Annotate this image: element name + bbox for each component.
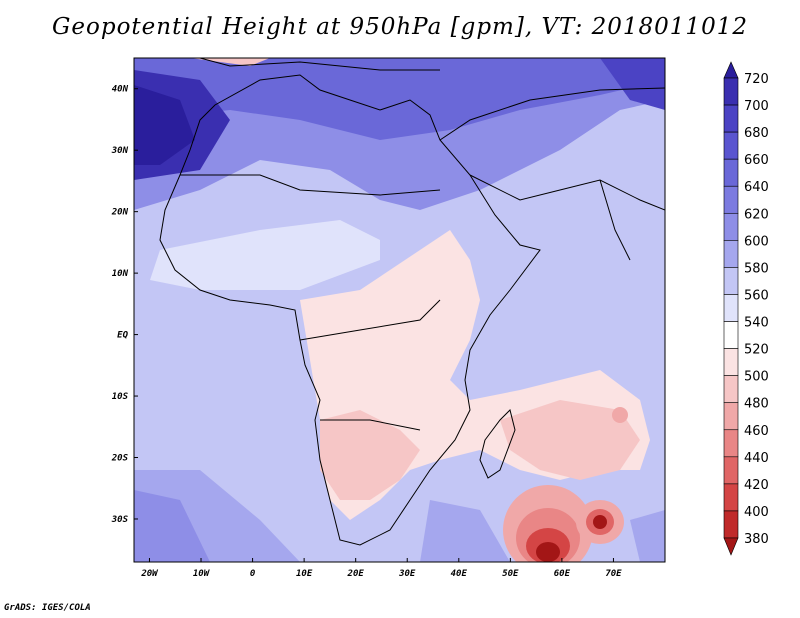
field-south-indian: [630, 510, 665, 562]
map-title: Geopotential Height at 950hPa [gpm], VT:…: [52, 14, 748, 40]
colorbar-label: 380: [744, 532, 769, 547]
y-tick-label: 30S: [111, 515, 129, 525]
field-sahel: [150, 220, 380, 290]
arabia-coast: [469, 174, 665, 211]
y-tick-label: 30N: [111, 146, 129, 156]
colorbar-box: [723, 185, 739, 214]
colorbar-box: [723, 104, 739, 133]
colorbar-box: [723, 131, 739, 160]
colorbar-top-arrow: [723, 61, 739, 79]
field-agulhas: [420, 500, 510, 562]
colorbar-label: 700: [744, 99, 769, 114]
y-tick-label: 40N: [112, 85, 129, 95]
colorbar-label: 400: [744, 505, 769, 520]
coastlines: [159, 58, 665, 546]
colorbar-box: [723, 510, 739, 539]
colorbar-label: 720: [744, 72, 769, 87]
colorbar-box: [723, 294, 739, 322]
colorbar: 720 700 680 660 640 620 600 580 560 540 520 500 480 4…: [723, 61, 769, 556]
x-tick-label: 30E: [398, 569, 416, 579]
y-tick-label: 20S: [111, 454, 129, 464]
field-atlantic-core: [134, 85, 195, 165]
colorbar-label: 420: [744, 478, 769, 493]
colorbar-label: 660: [744, 153, 769, 168]
colorbar-box: [723, 77, 739, 106]
border-sahara: [180, 174, 441, 196]
colorbar-box: [723, 158, 739, 187]
y-tick-label: 20N: [111, 208, 129, 218]
border-south: [320, 419, 421, 431]
field-layer: [134, 58, 665, 562]
colorbar-box: [723, 402, 739, 431]
field-low-1d: [536, 542, 560, 562]
field-low-2c: [593, 515, 607, 529]
colorbar-box: [723, 456, 739, 485]
colorbar-label: 480: [744, 397, 769, 412]
colorbar-bottom-arrow: [723, 537, 739, 556]
y-tick-label: 10N: [112, 269, 129, 279]
x-axis-ticks: 20W 10W 0 10E 20E 30E 40E 50E 60E 70E: [140, 558, 622, 579]
colorbar-box: [723, 348, 739, 376]
india-coast: [599, 179, 631, 261]
colorbar-box: [723, 321, 739, 349]
colorbar-label: 600: [744, 234, 769, 249]
x-tick-label: 50E: [502, 569, 519, 579]
field-north-inner: [134, 58, 665, 140]
field-med-warm: [190, 58, 270, 66]
europe-coast: [199, 58, 440, 71]
field-south-atlantic-inner: [134, 490, 210, 562]
colorbar-label: 540: [744, 316, 769, 331]
field-low-3: [612, 407, 628, 423]
colorbar-label: 620: [744, 207, 769, 222]
x-tick-label: 60E: [554, 569, 571, 579]
x-tick-label: 20E: [347, 569, 365, 579]
colorbar-label: 500: [744, 370, 769, 385]
grads-credit: GrADS: IGES/COLA: [4, 603, 91, 613]
x-tick-label: 0: [250, 569, 256, 579]
colorbar-label: 460: [744, 424, 769, 439]
colorbar-box: [723, 429, 739, 458]
colorbar-label: 560: [744, 288, 769, 303]
x-tick-label: 10E: [296, 569, 313, 579]
colorbar-box: [723, 212, 739, 241]
field-asia-max: [600, 58, 665, 110]
colorbar-box: [723, 483, 739, 512]
asia-coast: [439, 87, 665, 141]
colorbar-label: 640: [744, 180, 769, 195]
x-tick-label: 20W: [140, 569, 159, 579]
map-frame: [133, 57, 666, 563]
colorbar-label: 680: [744, 126, 769, 141]
field-indian-warm: [500, 400, 640, 480]
field-kalahari: [320, 410, 420, 500]
y-tick-label: 10S: [112, 392, 129, 402]
y-axis-ticks: 40N 30N 20N 10N EQ 10S 20S 30S: [111, 85, 138, 525]
colorbar-label: 520: [744, 343, 769, 358]
colorbar-label: 580: [744, 261, 769, 276]
x-tick-label: 10W: [193, 569, 211, 579]
border-central: [299, 299, 441, 341]
madagascar-outline: [479, 409, 516, 479]
x-tick-label: 70E: [605, 569, 622, 579]
colorbar-box: [723, 240, 739, 268]
colorbar-box: [723, 375, 739, 404]
colorbar-box: [723, 267, 739, 295]
africa-outline: [159, 74, 541, 546]
colorbar-label: 440: [744, 451, 769, 466]
y-tick-label: EQ: [117, 331, 128, 341]
x-tick-label: 40E: [451, 569, 468, 579]
